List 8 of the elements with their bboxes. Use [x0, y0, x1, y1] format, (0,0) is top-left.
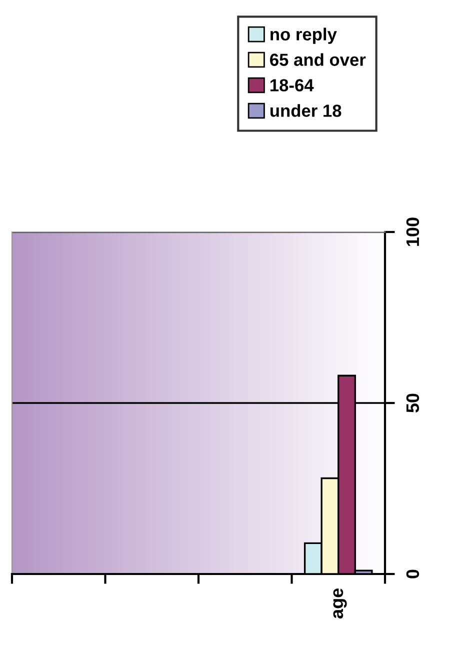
legend-label: under 18 — [270, 104, 342, 117]
legend-label: no reply — [270, 28, 337, 44]
legend-label: 65 and over — [270, 53, 366, 66]
y-tick-label: 0 — [406, 570, 420, 578]
legend-label: 18-64 — [270, 79, 314, 92]
y-tick-label: 100 — [406, 218, 420, 246]
y-tick-label: 50 — [406, 394, 420, 412]
x-tick-label: age — [333, 588, 347, 618]
